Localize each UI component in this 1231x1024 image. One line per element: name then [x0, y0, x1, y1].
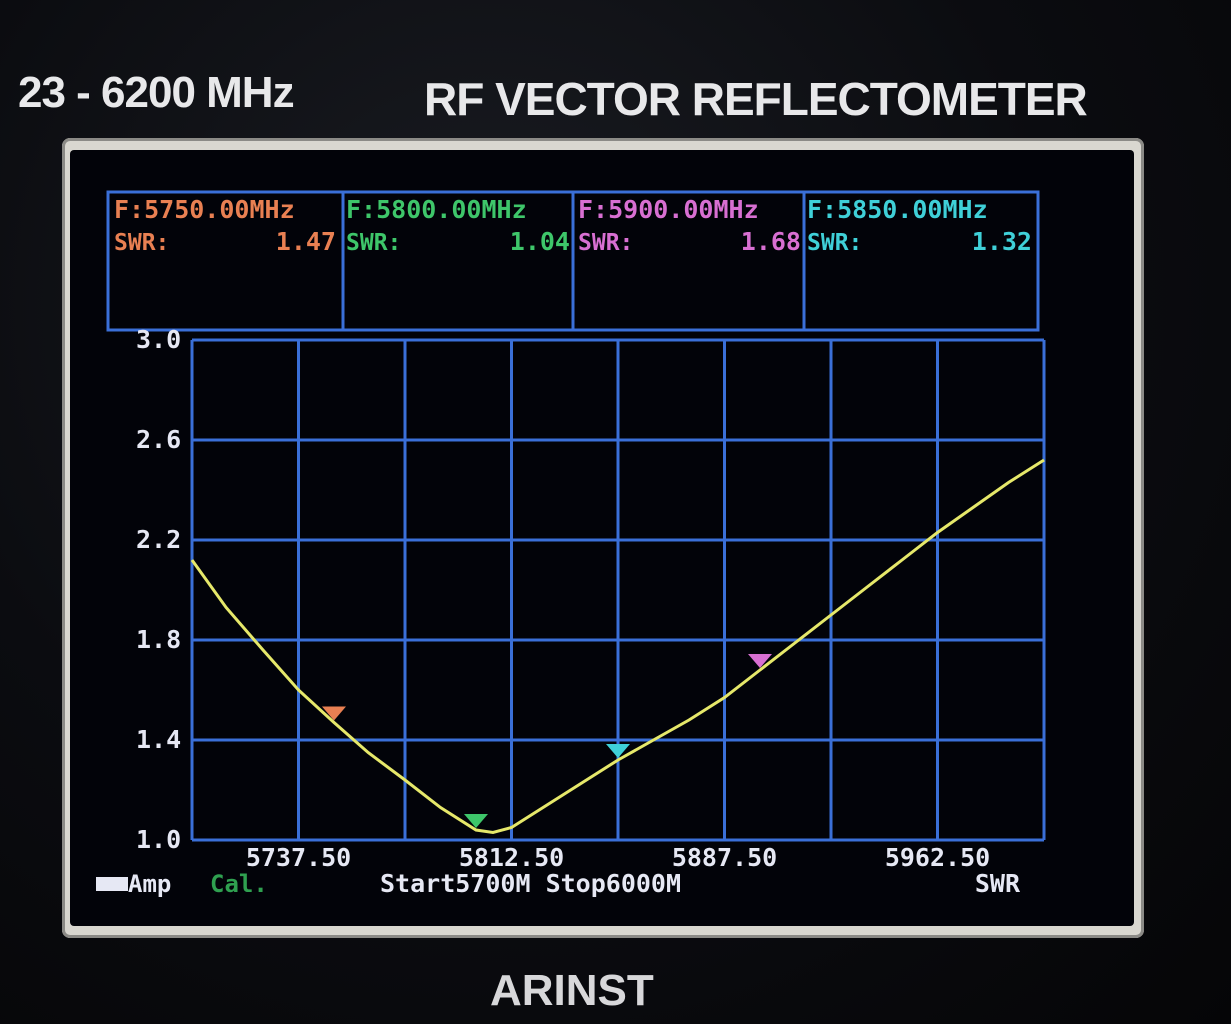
marker-4-swr-label: SWR:: [807, 230, 862, 256]
y-axis-ticks: 3.0 2.6 2.2 1.8 1.4 1.0: [136, 325, 181, 854]
x-axis-ticks: 5737.50 5812.50 5887.50 5962.50: [246, 843, 990, 872]
x-tick-label: 5887.50: [672, 843, 777, 872]
x-tick-label: 5812.50: [459, 843, 564, 872]
cal-label: Cal.: [210, 870, 268, 898]
swr-plot: F:5750.00MHz SWR: 1.47 F:5800.00MHz SWR:…: [96, 190, 1046, 898]
marker-2-swr-value: 1.04: [510, 227, 570, 256]
y-tick-label: 1.0: [136, 825, 181, 854]
y-tick-label: 1.4: [136, 725, 181, 754]
battery-icon: [96, 877, 128, 891]
x-tick-label: 5962.50: [885, 843, 990, 872]
status-bar: Amp Cal. Start5700M Stop6000M SWR: [96, 869, 1021, 898]
marker-triangle-2: [464, 814, 488, 828]
marker-3-frequency: F:5900.00MHz: [578, 195, 759, 224]
marker-4-frequency: F:5850.00MHz: [807, 195, 988, 224]
y-tick-label: 1.8: [136, 625, 181, 654]
y-tick-label: 2.6: [136, 425, 181, 454]
amp-label: Amp: [128, 870, 171, 898]
marker-triangle-4: [606, 744, 630, 758]
start-stop-label: Start5700M Stop6000M: [380, 869, 681, 898]
marker-panel: F:5750.00MHz SWR: 1.47 F:5800.00MHz SWR:…: [106, 190, 1040, 332]
marker-triangle-1: [322, 706, 346, 721]
mode-label: SWR: [975, 869, 1021, 898]
marker-3-swr-value: 1.68: [741, 227, 801, 256]
marker-2-swr-label: SWR:: [346, 230, 401, 256]
marker-1-frequency: F:5750.00MHz: [114, 195, 295, 224]
brand-label: ARINST: [490, 966, 654, 1015]
y-tick-label: 3.0: [136, 325, 181, 354]
plot-grid: [190, 338, 1046, 842]
x-tick-label: 5737.50: [246, 843, 351, 872]
y-tick-label: 2.2: [136, 525, 181, 554]
marker-1-swr-label: SWR:: [114, 230, 169, 256]
marker-2-frequency: F:5800.00MHz: [346, 195, 527, 224]
marker-triangle-3: [748, 654, 772, 668]
frequency-range-label: 23 - 6200 MHz: [18, 68, 295, 117]
swr-trace: [190, 458, 1045, 835]
marker-4-swr-value: 1.32: [972, 227, 1032, 256]
marker-3-swr-label: SWR:: [578, 230, 633, 256]
display-screen: F:5750.00MHz SWR: 1.47 F:5800.00MHz SWR:…: [70, 150, 1134, 926]
marker-triangles: [322, 654, 772, 828]
device-title: RF VECTOR REFLECTOMETER: [424, 73, 1088, 125]
marker-1-swr-value: 1.47: [276, 227, 336, 256]
